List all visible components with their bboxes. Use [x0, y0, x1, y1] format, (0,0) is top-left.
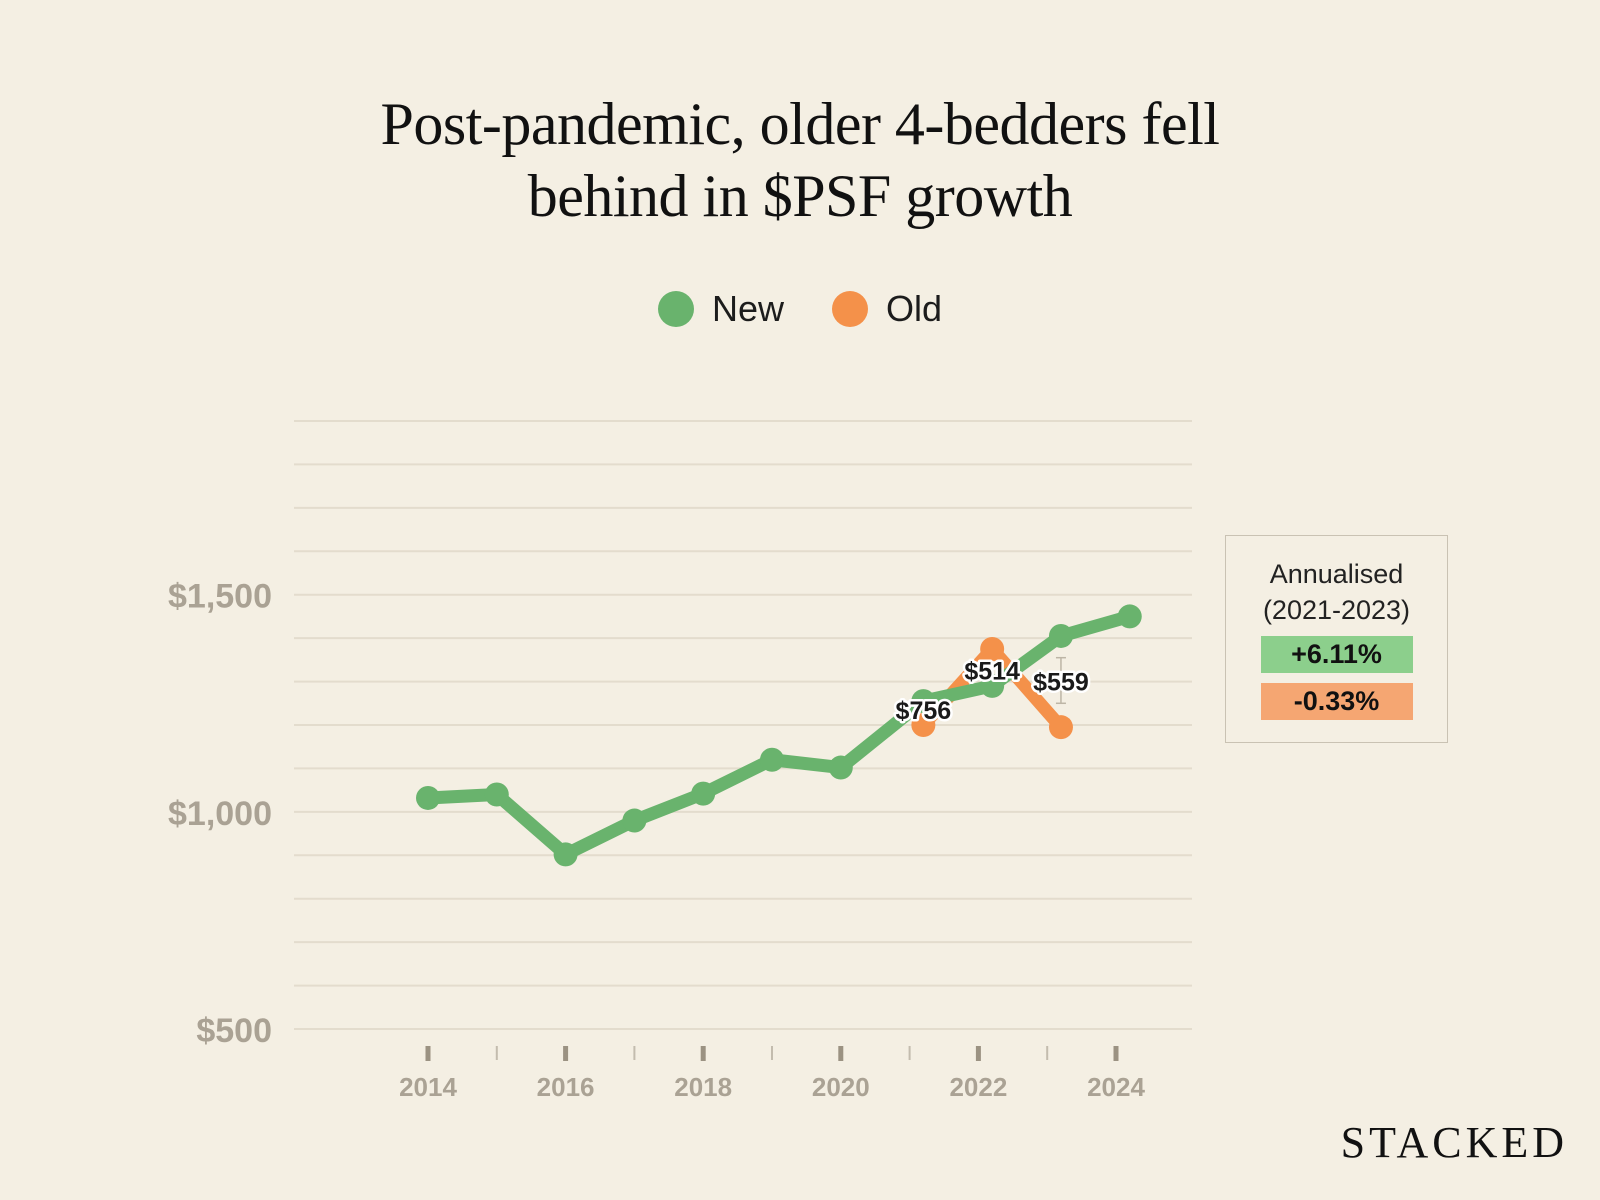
annualised-title: Annualised (2021-2023) [1226, 556, 1447, 628]
y-tick-label: $1,000 [168, 795, 272, 833]
chart-title-line-2: behind in $PSF growth [527, 163, 1073, 229]
annualised-new-badge: +6.11% [1260, 636, 1413, 673]
data-point-new [553, 842, 578, 867]
chart-legend: New Old [0, 288, 1600, 330]
data-label: $756 [896, 697, 952, 725]
data-point-old [980, 637, 1005, 661]
annualised-growth-box: Annualised (2021-2023) +6.11% -0.33% [1225, 535, 1448, 743]
legend-swatch-new [657, 291, 694, 327]
legend-label-new: New [711, 288, 784, 329]
legend-item-old[interactable]: Old [832, 288, 942, 330]
data-point-new [911, 689, 936, 714]
legend-label-old: Old [886, 288, 943, 329]
data-point-old [1048, 715, 1073, 740]
annualised-title-line-1: Annualised [1269, 559, 1404, 589]
annualised-period: (2021-2023) [1262, 595, 1411, 625]
chart-title: Post-pandemic, older 4-bedders fell behi… [0, 88, 1600, 232]
legend-swatch-old [832, 291, 868, 327]
data-label: $514 [964, 658, 1020, 686]
x-tick-label: 2022 [949, 1072, 1007, 1102]
data-point-new [1048, 623, 1073, 648]
data-point-new [416, 785, 440, 810]
data-point-new [484, 782, 509, 807]
data-point-new [980, 673, 1005, 698]
data-point-new [691, 781, 716, 806]
x-tick-label: 2024 [1087, 1072, 1145, 1102]
data-label: $559 [1033, 669, 1089, 697]
data-point-new [622, 808, 647, 833]
y-tick-label: $500 [196, 1012, 272, 1050]
x-tick-label: 2020 [812, 1072, 870, 1102]
data-point-new [828, 755, 853, 780]
chart-title-line-1: Post-pandemic, older 4-bedders fell [380, 91, 1220, 157]
x-tick-label: 2014 [399, 1072, 457, 1102]
brand-logo: STACKED [1340, 1118, 1568, 1167]
data-point-new [760, 747, 784, 772]
annualised-old-badge: -0.33% [1260, 683, 1413, 720]
x-tick-label: 2016 [537, 1072, 595, 1102]
data-point-new [1117, 604, 1142, 629]
legend-item-new[interactable]: New [657, 288, 784, 330]
series-line-new [421, 609, 1137, 861]
y-tick-label: $1,500 [168, 578, 272, 616]
x-tick-label: 2018 [674, 1072, 732, 1102]
data-point-old [911, 713, 936, 737]
